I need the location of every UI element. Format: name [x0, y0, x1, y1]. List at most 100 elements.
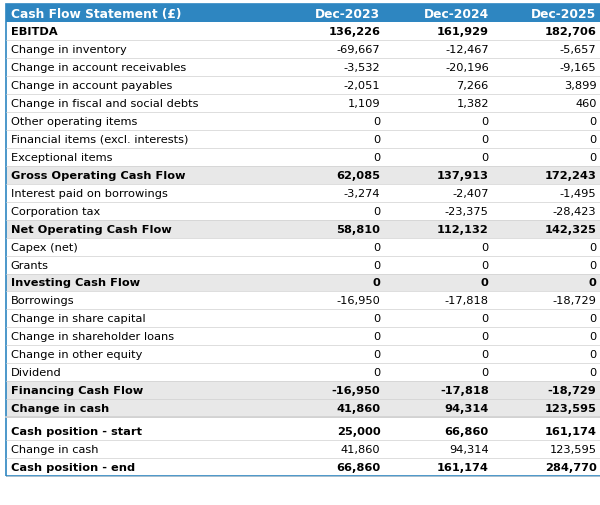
Text: Change in account payables: Change in account payables — [11, 81, 172, 91]
Text: Change in cash: Change in cash — [11, 403, 109, 414]
Text: -9,165: -9,165 — [560, 63, 596, 73]
Bar — [6, 148, 277, 166]
Text: EBITDA: EBITDA — [11, 27, 58, 37]
Text: Financial items (excl. interests): Financial items (excl. interests) — [11, 134, 188, 144]
Text: Exceptional items: Exceptional items — [11, 153, 112, 163]
Bar — [6, 292, 277, 310]
Bar — [277, 328, 385, 345]
Bar — [277, 274, 385, 292]
Bar — [385, 220, 494, 238]
Bar — [494, 458, 600, 476]
Bar — [385, 202, 494, 220]
Bar — [277, 184, 385, 202]
Text: 0: 0 — [589, 278, 596, 288]
Text: 0: 0 — [373, 206, 380, 216]
Bar — [385, 77, 494, 95]
Text: Cash position - start: Cash position - start — [11, 426, 142, 436]
Text: 3,899: 3,899 — [564, 81, 596, 91]
Bar — [385, 166, 494, 184]
Bar — [6, 274, 277, 292]
Text: -16,950: -16,950 — [332, 385, 380, 395]
Text: 0: 0 — [482, 314, 489, 324]
Text: Cash position - end: Cash position - end — [11, 462, 135, 472]
Text: -1,495: -1,495 — [560, 188, 596, 198]
Bar — [494, 5, 600, 23]
Bar — [494, 256, 600, 274]
Text: 182,706: 182,706 — [545, 27, 596, 37]
Bar — [277, 422, 385, 440]
Text: 58,810: 58,810 — [337, 224, 380, 234]
Text: -16,950: -16,950 — [337, 296, 380, 306]
Text: Dec-2025: Dec-2025 — [531, 8, 596, 21]
Text: 1,382: 1,382 — [456, 98, 489, 109]
Text: -2,051: -2,051 — [344, 81, 380, 91]
Bar — [494, 113, 600, 130]
Bar — [385, 95, 494, 113]
Text: Capex (net): Capex (net) — [11, 242, 77, 252]
Bar — [6, 77, 277, 95]
Bar — [385, 148, 494, 166]
Text: 66,860: 66,860 — [445, 426, 489, 436]
Bar — [494, 274, 600, 292]
Bar — [494, 328, 600, 345]
Bar — [277, 310, 385, 328]
Bar — [494, 166, 600, 184]
Text: 161,174: 161,174 — [545, 426, 596, 436]
Bar — [494, 220, 600, 238]
Text: 0: 0 — [482, 332, 489, 342]
Text: 66,860: 66,860 — [336, 462, 380, 472]
Bar — [6, 59, 277, 77]
Bar — [494, 399, 600, 417]
Text: 0: 0 — [589, 368, 596, 378]
Bar — [277, 130, 385, 148]
Bar — [6, 381, 277, 399]
Bar — [385, 130, 494, 148]
Text: -28,423: -28,423 — [553, 206, 596, 216]
Text: 0: 0 — [589, 260, 596, 270]
Text: 0: 0 — [373, 117, 380, 127]
Text: 137,913: 137,913 — [437, 170, 489, 180]
Text: 1,109: 1,109 — [348, 98, 380, 109]
Bar — [6, 220, 277, 238]
Bar — [6, 345, 277, 364]
Bar — [385, 364, 494, 381]
Bar — [385, 5, 494, 23]
Text: Borrowings: Borrowings — [11, 296, 74, 306]
Text: -12,467: -12,467 — [445, 45, 489, 55]
Bar — [6, 422, 277, 440]
Bar — [385, 440, 494, 458]
Text: 0: 0 — [482, 349, 489, 360]
Bar — [6, 399, 277, 417]
Text: 0: 0 — [589, 153, 596, 163]
Text: Change in share capital: Change in share capital — [11, 314, 145, 324]
Text: Gross Operating Cash Flow: Gross Operating Cash Flow — [11, 170, 185, 180]
Text: -18,729: -18,729 — [553, 296, 596, 306]
Text: Net Operating Cash Flow: Net Operating Cash Flow — [11, 224, 172, 234]
Bar — [277, 148, 385, 166]
Bar — [494, 364, 600, 381]
Bar — [6, 256, 277, 274]
Bar — [385, 381, 494, 399]
Bar — [494, 292, 600, 310]
Bar — [494, 310, 600, 328]
Bar — [494, 77, 600, 95]
Text: 161,929: 161,929 — [437, 27, 489, 37]
Bar — [6, 5, 277, 23]
Text: Dec-2024: Dec-2024 — [424, 8, 489, 21]
Text: 161,174: 161,174 — [437, 462, 489, 472]
Bar — [494, 23, 600, 41]
Text: 284,770: 284,770 — [545, 462, 596, 472]
Text: 94,314: 94,314 — [449, 444, 489, 454]
Bar — [277, 381, 385, 399]
Bar — [494, 440, 600, 458]
Text: -23,375: -23,375 — [445, 206, 489, 216]
Bar — [385, 59, 494, 77]
Text: 112,132: 112,132 — [437, 224, 489, 234]
Bar — [494, 184, 600, 202]
Text: 0: 0 — [482, 368, 489, 378]
Bar — [385, 113, 494, 130]
Bar — [494, 381, 600, 399]
Bar — [6, 364, 277, 381]
Text: 460: 460 — [575, 98, 596, 109]
Bar — [6, 184, 277, 202]
